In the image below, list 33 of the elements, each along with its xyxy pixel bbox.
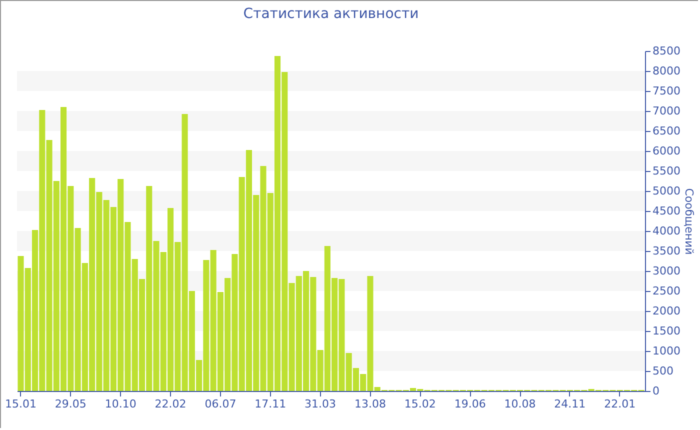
y-tick-label: 500 xyxy=(652,364,674,378)
y-tick-label: 8000 xyxy=(652,64,680,78)
x-tick-label: 22.01 xyxy=(604,398,636,410)
y-tick-label: 7500 xyxy=(652,84,680,98)
x-tick-label: 15.02 xyxy=(404,398,436,410)
x-tick-label: 29.05 xyxy=(54,398,86,410)
y-tick-label: 3000 xyxy=(652,264,680,278)
y-axis-title: Сообщений xyxy=(682,188,696,255)
x-tick-label: 06.07 xyxy=(204,398,236,410)
y-tick-label: 0 xyxy=(652,384,660,398)
x-tick-label: 15.01 xyxy=(4,398,36,410)
y-tick-label: 8500 xyxy=(652,44,680,58)
y-tick-label: 6000 xyxy=(652,144,680,158)
y-tick-label: 7000 xyxy=(652,104,680,118)
x-tick-label: 13.08 xyxy=(354,398,386,410)
x-tick-label: 24.11 xyxy=(554,398,586,410)
y-tick-label: 1500 xyxy=(652,324,680,338)
y-tick-label: 4500 xyxy=(652,204,680,218)
y-tick-label: 2000 xyxy=(652,304,680,318)
x-tick-label: 10.10 xyxy=(104,398,136,410)
y-tick-label: 6500 xyxy=(652,124,680,138)
y-tick-label: 5000 xyxy=(652,184,680,198)
y-tick-label: 1000 xyxy=(652,344,680,358)
y-tick-label: 2500 xyxy=(652,284,680,298)
y-tick-label: 3500 xyxy=(652,244,680,258)
x-tick-label: 19.06 xyxy=(454,398,486,410)
y-tick-label: 4000 xyxy=(652,224,680,238)
x-tick-label: 22.02 xyxy=(154,398,186,410)
y-tick-label: 5500 xyxy=(652,164,680,178)
x-tick-label: 17.11 xyxy=(254,398,286,410)
x-tick-label: 31.03 xyxy=(304,398,336,410)
x-tick-label: 10.08 xyxy=(504,398,536,410)
chart-title: Статистика активности xyxy=(243,6,419,22)
